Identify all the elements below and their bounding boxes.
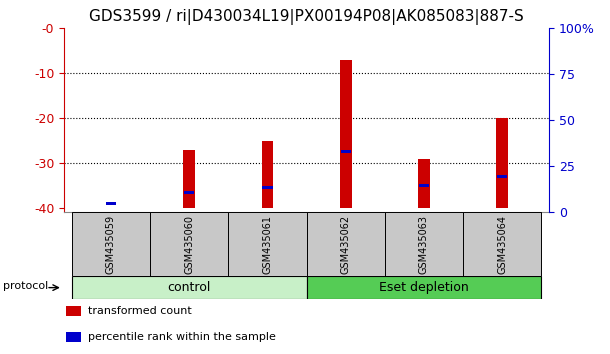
Bar (66, 332, 81, 342)
Text: control: control (168, 281, 211, 294)
Bar (72, 212, 150, 276)
Bar (106, 202, 116, 205)
Text: GSM435064: GSM435064 (497, 215, 507, 274)
Text: GSM435060: GSM435060 (184, 215, 194, 274)
Bar (262, 186, 273, 189)
Bar (150, 212, 228, 276)
Title: GDS3599 / ri|D430034L19|PX00194P08|AK085083|887-S: GDS3599 / ri|D430034L19|PX00194P08|AK085… (89, 9, 524, 25)
Bar (184, 190, 194, 194)
Bar (419, 184, 429, 187)
Bar (418, 159, 429, 208)
Text: transformed count: transformed count (88, 306, 192, 316)
Bar (307, 212, 385, 276)
Text: GSM435061: GSM435061 (262, 215, 273, 274)
Bar (340, 60, 351, 208)
Bar (307, 276, 541, 299)
Bar (66, 306, 81, 316)
Text: GSM435059: GSM435059 (106, 215, 116, 274)
Text: percentile rank within the sample: percentile rank within the sample (88, 332, 276, 342)
Text: protocol: protocol (3, 281, 48, 291)
Bar (262, 141, 273, 208)
Bar (184, 149, 195, 208)
Bar (496, 118, 508, 208)
Text: GSM435062: GSM435062 (340, 215, 351, 274)
Bar (72, 276, 307, 299)
Text: Eset depletion: Eset depletion (379, 281, 468, 294)
Bar (340, 150, 351, 153)
Bar (385, 212, 463, 276)
Text: GSM435063: GSM435063 (419, 215, 429, 274)
Bar (228, 212, 307, 276)
Bar (463, 212, 541, 276)
Bar (497, 175, 507, 178)
